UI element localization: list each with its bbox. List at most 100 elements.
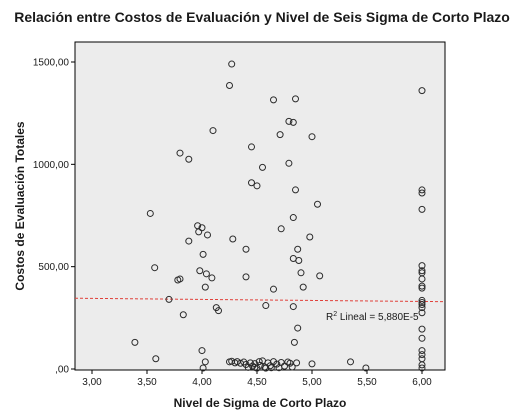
x-tick-label: 5,00: [302, 377, 322, 388]
data-point: [226, 82, 233, 90]
data-point: [176, 149, 184, 157]
data-point: [277, 225, 285, 233]
r-squared-prefix: R: [326, 312, 333, 323]
data-point: [285, 159, 293, 167]
data-point: [259, 163, 266, 171]
data-point: [418, 262, 426, 270]
data-point: [418, 87, 426, 95]
data-point: [294, 245, 302, 253]
y-axis-title: Costos de Evaluación Totales: [13, 121, 27, 290]
data-point: [253, 182, 261, 190]
plot-area: [74, 41, 446, 371]
x-tick-label: 4,50: [247, 377, 267, 388]
data-point: [242, 273, 250, 281]
x-axis-ticks: 3,00 3,50 4,00 4,50 5,00 5,50 6,00: [82, 370, 432, 388]
data-point: [418, 275, 426, 283]
data-point: [248, 143, 255, 151]
data-point: [198, 347, 206, 355]
y-axis-ticks: ,00 500,00 1000,00 1500,00: [33, 58, 75, 376]
y-tick-label: 500,00: [38, 262, 69, 273]
data-point: [418, 364, 426, 372]
data-point: [295, 257, 303, 265]
data-point: [316, 272, 324, 280]
data-point: [293, 359, 301, 367]
y-tick-label: ,00: [55, 365, 69, 376]
r-squared-value: Lineal = 5,880E-5: [337, 312, 419, 323]
data-point: [146, 209, 154, 217]
data-point: [251, 363, 259, 371]
data-point: [229, 235, 237, 243]
x-tick-label: 3,00: [82, 377, 102, 388]
data-point: [201, 358, 209, 366]
data-point: [165, 295, 173, 303]
data-point: [196, 267, 204, 275]
x-tick-label: 3,50: [137, 377, 157, 388]
data-point: [286, 359, 294, 367]
data-point: [174, 276, 182, 284]
data-point: [418, 309, 426, 317]
data-point: [202, 270, 210, 278]
data-point: [418, 351, 426, 359]
data-point: [233, 358, 241, 366]
data-point: [308, 133, 316, 141]
data-point: [289, 303, 297, 311]
data-point: [199, 250, 207, 258]
data-point: [418, 347, 426, 355]
data-point: [289, 118, 297, 126]
data-point: [418, 304, 426, 312]
data-point: [267, 364, 275, 372]
data-point: [418, 186, 426, 194]
data-point: [285, 117, 293, 125]
data-point: [208, 274, 216, 282]
x-tick-label: 6,00: [412, 377, 432, 388]
data-point: [297, 269, 305, 277]
data-point: [306, 233, 314, 241]
data-point: [270, 285, 277, 293]
data-point: [204, 231, 211, 239]
r-squared-annotation: R2 Lineal = 5,880E-5: [326, 311, 419, 323]
data-point: [418, 298, 426, 306]
data-point: [418, 205, 426, 213]
data-point: [152, 355, 160, 363]
data-point: [276, 131, 284, 139]
data-point: [347, 358, 354, 366]
data-point: [294, 324, 302, 332]
data-point: [308, 360, 316, 368]
data-point: [255, 358, 263, 366]
x-tick-label: 5,50: [357, 377, 377, 388]
data-point: [228, 60, 236, 68]
data-point: [314, 200, 321, 208]
chart-title: Relación entre Costos de Evaluación y Ni…: [14, 9, 510, 25]
fit-line: [74, 297, 446, 303]
data-point: [418, 282, 426, 290]
data-point: [299, 283, 307, 291]
data-point: [418, 301, 426, 309]
r-squared-superscript: 2: [333, 311, 337, 318]
data-point: [289, 214, 297, 222]
data-point: [248, 179, 255, 187]
data-point: [185, 155, 193, 163]
data-point: [131, 338, 139, 346]
data-point: [362, 364, 370, 372]
data-point: [418, 334, 426, 342]
x-axis-title: Nivel de Sigma de Corto Plazo: [174, 396, 347, 410]
data-point: [195, 228, 203, 236]
data-point: [418, 361, 426, 369]
x-tick-label: 4,00: [192, 377, 212, 388]
data-point: [185, 237, 193, 245]
data-point: [215, 307, 222, 315]
data-point: [262, 302, 270, 310]
data-point: [179, 311, 187, 319]
data-point: [209, 127, 217, 135]
data-point: [270, 96, 277, 104]
data-point: [288, 363, 296, 371]
y-tick-label: 1500,00: [33, 58, 70, 69]
data-point: [201, 283, 209, 291]
data-points: [131, 60, 426, 372]
data-point: [151, 264, 159, 272]
data-point: [418, 267, 426, 275]
data-point: [199, 364, 207, 372]
data-point: [418, 284, 426, 292]
